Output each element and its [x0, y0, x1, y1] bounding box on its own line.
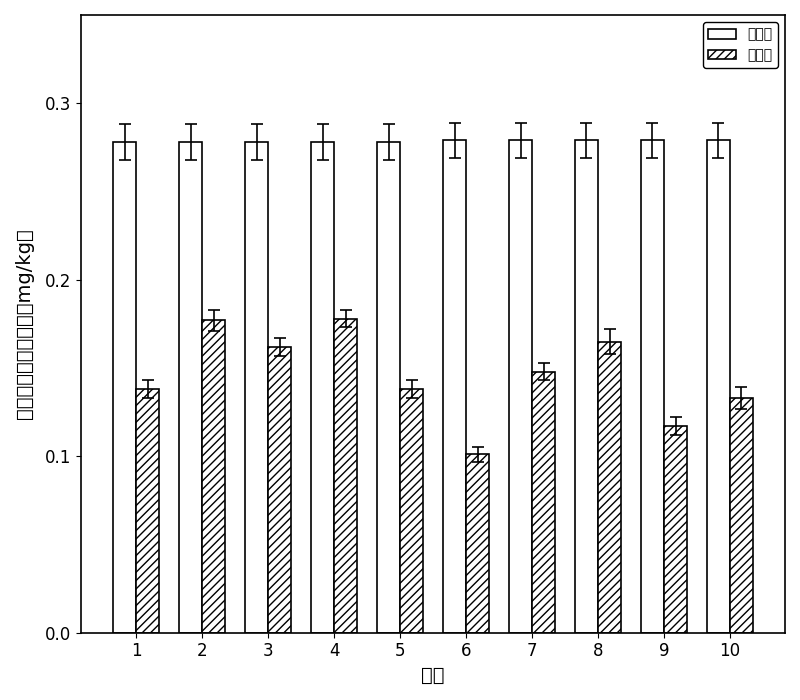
Bar	[268, 346, 291, 633]
Bar	[377, 142, 400, 633]
Bar	[443, 140, 466, 633]
Y-axis label: 生物有效态的镖浓度（mg/kg）: 生物有效态的镖浓度（mg/kg）	[15, 228, 34, 419]
Bar	[136, 389, 159, 633]
Bar	[598, 342, 621, 633]
Bar	[400, 389, 423, 633]
Bar	[641, 140, 664, 633]
Bar	[575, 140, 598, 633]
Bar	[532, 372, 555, 633]
Bar	[202, 321, 226, 633]
Bar	[311, 142, 334, 633]
Bar	[466, 454, 489, 633]
X-axis label: 批次: 批次	[422, 666, 445, 685]
Bar	[509, 140, 532, 633]
Bar	[113, 142, 136, 633]
Bar	[730, 398, 753, 633]
Bar	[664, 426, 687, 633]
Bar	[334, 318, 358, 633]
Bar	[245, 142, 268, 633]
Legend: 修复前, 修复后: 修复前, 修复后	[703, 22, 778, 68]
Bar	[707, 140, 730, 633]
Bar	[179, 142, 202, 633]
